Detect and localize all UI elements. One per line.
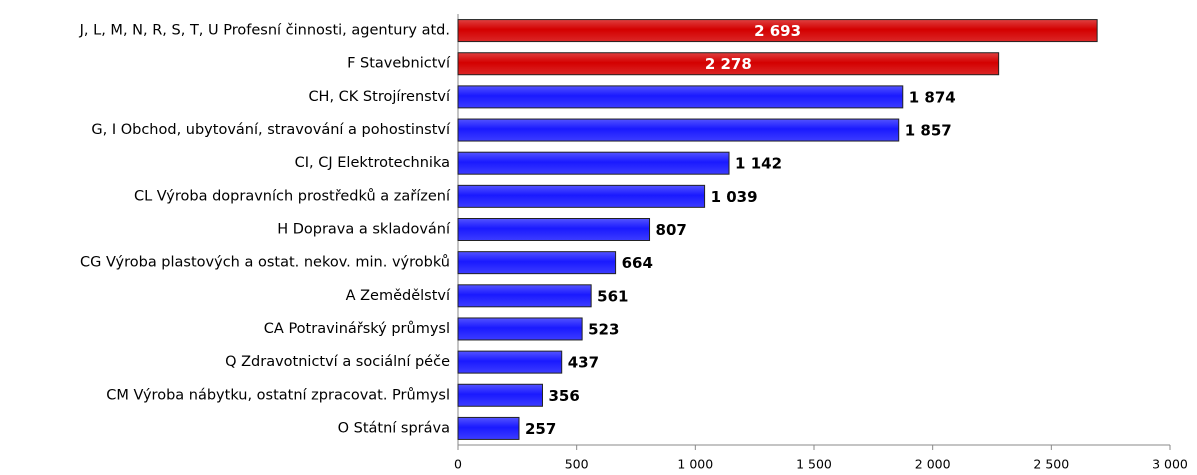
value-label: 2 693 xyxy=(754,22,801,40)
bar xyxy=(457,218,651,241)
category-label: H Doprava a skladování xyxy=(277,222,451,238)
category-label: CL Výroba dopravních prostředků a zaříze… xyxy=(134,188,451,204)
x-tick-label: 1 000 xyxy=(677,457,713,472)
category-label: CI, CJ Elektrotechnika xyxy=(295,155,450,171)
bar xyxy=(457,118,900,142)
category-label: O Státní správa xyxy=(338,420,450,436)
value-label: 1 857 xyxy=(905,122,952,140)
category-label: Q Zdravotnictví a sociální péče xyxy=(225,354,450,370)
bar xyxy=(457,416,520,440)
value-label: 1 142 xyxy=(735,155,782,173)
x-tick-label: 0 xyxy=(454,457,462,472)
value-label: 807 xyxy=(656,221,687,239)
category-label: J, L, M, N, R, S, T, U Profesní činnosti… xyxy=(79,23,450,39)
value-label: 2 278 xyxy=(705,55,752,73)
value-label: 1 039 xyxy=(711,188,758,206)
value-label: 523 xyxy=(588,320,619,338)
bar xyxy=(457,85,904,109)
category-label: F Stavebnictví xyxy=(347,56,451,72)
category-label: CG Výroba plastových a ostat. nekov. min… xyxy=(80,255,450,271)
category-label: G, I Obchod, ubytování, stravování a poh… xyxy=(91,122,451,138)
x-tick-label: 2 000 xyxy=(915,457,951,472)
bar xyxy=(457,317,583,341)
bar xyxy=(457,383,543,407)
category-label: CH, CK Strojírenství xyxy=(308,89,451,105)
bar xyxy=(457,52,1000,76)
value-label: 356 xyxy=(548,387,579,405)
bar xyxy=(457,151,730,175)
x-tick-label: 2 500 xyxy=(1033,457,1069,472)
value-label: 561 xyxy=(597,287,628,305)
bar xyxy=(457,184,706,208)
value-label: 664 xyxy=(622,254,653,272)
x-tick-label: 500 xyxy=(565,457,589,472)
bar xyxy=(457,251,617,275)
value-label: 257 xyxy=(525,420,556,438)
value-label: 1 874 xyxy=(909,88,956,106)
category-label: A Zemědělství xyxy=(346,288,451,304)
x-tick-label: 1 500 xyxy=(796,457,832,472)
value-label: 437 xyxy=(568,354,599,372)
category-label: CA Potravinářský průmysl xyxy=(264,321,450,337)
category-label: CM Výroba nábytku, ostatní zpracovat. Pr… xyxy=(106,387,450,403)
bar xyxy=(457,350,563,374)
x-tick-label: 3 000 xyxy=(1152,457,1188,472)
bar xyxy=(457,19,1098,43)
bar xyxy=(457,284,592,308)
